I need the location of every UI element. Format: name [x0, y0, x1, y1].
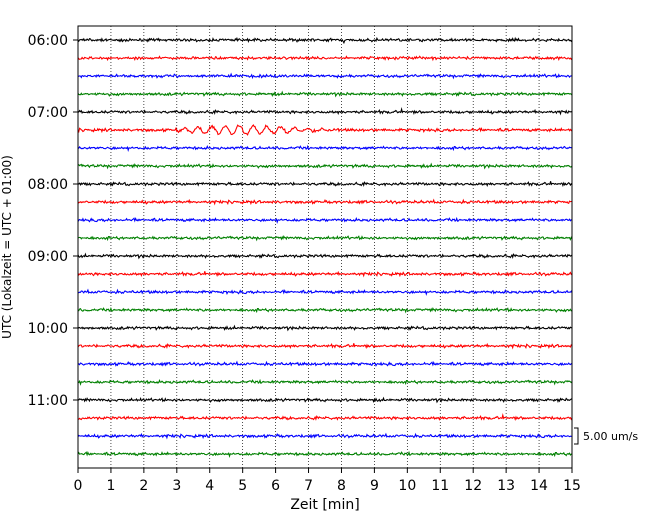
seismic-trace: [77, 124, 573, 136]
y-tick-label: 11:00: [28, 393, 68, 409]
seismic-trace: [77, 216, 573, 224]
x-tick-label: 3: [172, 478, 181, 494]
x-tick-label: 10: [398, 478, 416, 494]
y-tick-label: 09:00: [28, 249, 68, 265]
scale-bracket: [574, 427, 579, 445]
seismic-trace: [77, 288, 573, 296]
x-tick-label: 6: [271, 478, 280, 494]
seismic-trace: [77, 198, 573, 206]
seismic-trace: [77, 235, 573, 242]
seismic-trace: [77, 270, 573, 278]
x-tick-label: 9: [370, 478, 379, 494]
seismic-trace: [77, 432, 573, 440]
x-tick-label: 11: [431, 478, 449, 494]
seismic-trace: [77, 144, 573, 152]
seismic-trace: [77, 378, 573, 386]
y-tick-label: 10:00: [28, 321, 68, 337]
y-tick-label: 07:00: [28, 105, 68, 121]
x-tick-label: 1: [106, 478, 115, 494]
seismic-trace: [77, 55, 573, 62]
seismic-trace: [77, 181, 573, 187]
x-tick-label: 13: [497, 478, 515, 494]
seismic-trace: [77, 360, 573, 367]
x-tick-label: 15: [563, 478, 581, 494]
seismic-trace: [77, 90, 573, 98]
seismic-trace: [77, 450, 573, 458]
seismic-trace: [77, 72, 573, 80]
x-tick-label: 12: [464, 478, 482, 494]
x-tick-label: 2: [139, 478, 148, 494]
x-tick-label: 0: [74, 478, 83, 494]
scale-bar-label: 5.00 um/s: [583, 430, 638, 443]
plot-frame: [77, 25, 573, 469]
seismic-trace: [77, 413, 573, 422]
x-tick-label: 4: [205, 478, 214, 494]
seismic-trace: [77, 162, 573, 170]
seismic-trace: [77, 36, 573, 45]
amplitude-scale-bar: 5.00 um/s: [574, 427, 638, 445]
y-tick-label: 08:00: [28, 177, 68, 193]
y-tick-label: 06:00: [28, 33, 68, 49]
x-tick-label: 14: [530, 478, 548, 494]
x-axis-label: Zeit [min]: [290, 497, 359, 513]
seismic-trace: [77, 396, 573, 404]
seismic-trace: [77, 252, 573, 260]
seismic-trace: [77, 324, 573, 332]
y-axis-label: UTC (Lokalzeit = UTC + 01:00): [0, 155, 14, 339]
seismic-trace: [77, 107, 573, 116]
seismic-traces: [77, 36, 573, 458]
seismic-trace: [77, 342, 573, 350]
x-tick-label: 7: [304, 478, 313, 494]
seismic-trace: [77, 306, 573, 314]
y-axis-ticks: 06:00 07:00 08:00 09:00 10:00 11:00: [28, 33, 78, 409]
x-axis-ticks: 0 1 2 3 4 5 6 7 8 9 10 11 12 13 14 15: [74, 468, 581, 494]
x-tick-label: 5: [238, 478, 247, 494]
x-tick-label: 8: [337, 478, 346, 494]
